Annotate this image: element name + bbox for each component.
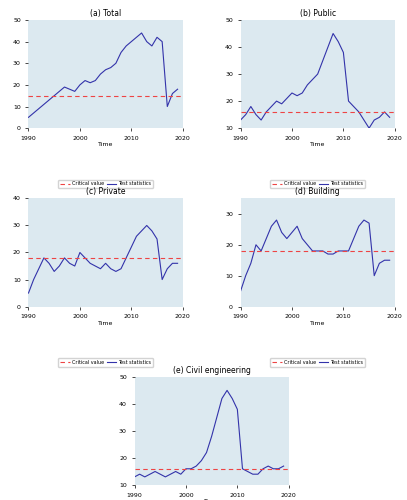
Title: (d) Building: (d) Building xyxy=(295,188,340,196)
Title: (c) Private: (c) Private xyxy=(86,188,125,196)
Legend: Critical value, Test statistics: Critical value, Test statistics xyxy=(270,180,365,188)
Title: (a) Total: (a) Total xyxy=(90,9,121,18)
X-axis label: Time: Time xyxy=(98,320,113,326)
X-axis label: Time: Time xyxy=(98,142,113,147)
X-axis label: Time: Time xyxy=(310,320,325,326)
Legend: Critical value, Test statistics: Critical value, Test statistics xyxy=(58,180,153,188)
X-axis label: Time: Time xyxy=(204,499,219,500)
Title: (b) Public: (b) Public xyxy=(300,9,336,18)
Legend: Critical value, Test statistics: Critical value, Test statistics xyxy=(58,358,153,367)
X-axis label: Time: Time xyxy=(310,142,325,147)
Title: (e) Civil engineering: (e) Civil engineering xyxy=(173,366,251,374)
Legend: Critical value, Test statistics: Critical value, Test statistics xyxy=(270,358,365,367)
